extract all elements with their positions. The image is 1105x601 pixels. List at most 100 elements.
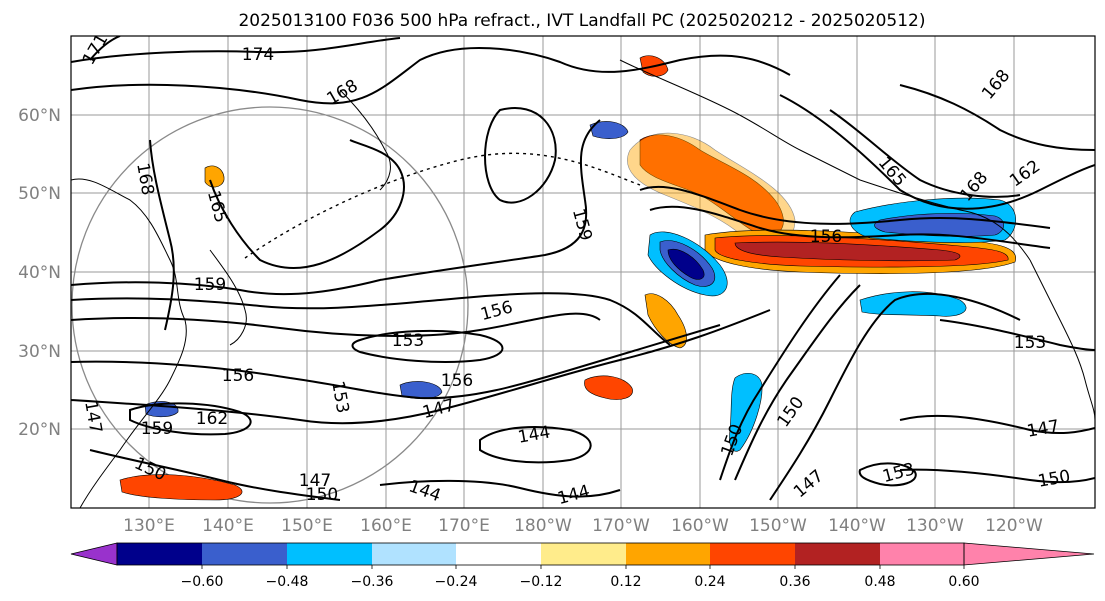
lat-label: 40°N bbox=[18, 263, 61, 283]
contour-label: 156 bbox=[441, 371, 473, 391]
contour-label: 147 bbox=[299, 471, 331, 491]
orange-band-north bbox=[639, 134, 784, 237]
lon-label: 160°W bbox=[671, 516, 729, 536]
coastlines bbox=[71, 59, 1095, 508]
contour-147 bbox=[71, 309, 771, 425]
lon-label: 170°E bbox=[438, 516, 490, 536]
cb-tick-label: 0.12 bbox=[610, 574, 641, 590]
coastline-alaska bbox=[619, 59, 1031, 261]
colorbar-bin bbox=[117, 543, 202, 565]
contour-label: 156 bbox=[810, 227, 842, 247]
contour-162-ne bbox=[779, 94, 1095, 210]
colorbar-bin bbox=[456, 543, 541, 565]
contour-156-b bbox=[71, 324, 721, 400]
colorbar-bin bbox=[287, 543, 372, 565]
contour-159-b bbox=[71, 292, 671, 346]
coastline-japan bbox=[209, 249, 247, 346]
colorbar-frame bbox=[116, 542, 965, 566]
contour-153-east bbox=[939, 319, 1095, 351]
contour-150-diag bbox=[719, 274, 841, 481]
cb-tick-label: 0.48 bbox=[864, 574, 895, 590]
cb-tick-label: −0.60 bbox=[181, 574, 224, 590]
colorbar-bin bbox=[880, 543, 964, 565]
colorbar-ticks bbox=[201, 565, 965, 569]
contour-162 bbox=[129, 402, 252, 436]
map-panel: 174 168 168 165 165 159 159 156 153 156 … bbox=[70, 30, 1096, 509]
contour-label: 162 bbox=[196, 409, 228, 429]
lon-label: 160°E bbox=[360, 516, 412, 536]
colorbar-extend-high bbox=[963, 542, 1095, 566]
contour-label: 153 bbox=[392, 331, 424, 351]
colorbar: −0.60 −0.48 −0.36 −0.24 −0.12 0.12 0.24 … bbox=[70, 542, 1095, 590]
contour-nw-loop bbox=[484, 107, 557, 204]
contour-150-east bbox=[899, 468, 1095, 484]
lon-label: 140°E bbox=[202, 516, 254, 536]
lon-label: 120°W bbox=[985, 516, 1043, 536]
lat-label: 50°N bbox=[18, 184, 61, 204]
contour-label: 159 bbox=[141, 419, 173, 439]
cb-tick-label: −0.24 bbox=[435, 574, 478, 590]
contour-label: 150 bbox=[306, 485, 338, 505]
lon-label: 180°W bbox=[514, 516, 572, 536]
orange-diagonal-strip bbox=[644, 293, 687, 349]
colorbar-bin bbox=[202, 543, 287, 565]
contour-168-ne bbox=[899, 84, 1095, 151]
colorbar-bin bbox=[541, 543, 626, 565]
lon-label: 130°E bbox=[123, 516, 175, 536]
contour-label: 156 bbox=[222, 366, 254, 386]
coastline-asia bbox=[71, 178, 187, 508]
orange-central-blob bbox=[584, 375, 633, 400]
contour-171 bbox=[89, 36, 121, 61]
figure-title: 2025013100 F036 500 hPa refract., IVT La… bbox=[238, 11, 925, 31]
colorbar-bin bbox=[795, 543, 880, 565]
contour-156-a bbox=[71, 312, 601, 337]
contour-150-sw bbox=[89, 449, 341, 501]
contour-168-north bbox=[71, 47, 791, 105]
orange-southwest-blob bbox=[119, 474, 243, 501]
cb-tick-label: −0.12 bbox=[520, 574, 563, 590]
contour-144-a bbox=[479, 426, 592, 464]
latitude-labels: 60°N 50°N 40°N 30°N 20°N bbox=[18, 106, 61, 440]
lon-label: 150°W bbox=[749, 516, 807, 536]
blue-south-swath bbox=[859, 291, 967, 317]
height-contours bbox=[71, 36, 1095, 501]
contour-159-jet bbox=[639, 185, 1051, 229]
lat-label: 60°N bbox=[18, 106, 61, 126]
zonal-jet-core bbox=[734, 241, 961, 262]
blue-northcentral bbox=[589, 121, 629, 139]
contour-156-east bbox=[858, 462, 917, 487]
contour-174 bbox=[71, 37, 401, 63]
colorbar-extend-low bbox=[70, 542, 118, 566]
contour-144-b bbox=[379, 479, 621, 498]
cb-tick-label: 0.36 bbox=[779, 574, 810, 590]
contour-label: 174 bbox=[242, 45, 274, 65]
cb-tick-label: 0.60 bbox=[948, 574, 979, 590]
lon-label: 170°W bbox=[592, 516, 650, 536]
contour-156-jet bbox=[649, 205, 1051, 249]
contour-165-ne bbox=[829, 109, 1021, 198]
lat-label: 30°N bbox=[18, 342, 61, 362]
contour-165 bbox=[209, 139, 405, 269]
cb-tick-label: −0.36 bbox=[351, 574, 394, 590]
contour-159-a bbox=[71, 119, 601, 296]
lon-label: 150°E bbox=[281, 516, 333, 536]
reference-circle bbox=[71, 106, 469, 504]
lat-label: 20°N bbox=[18, 420, 61, 440]
cb-tick-label: 0.24 bbox=[694, 574, 725, 590]
colorbar-bin bbox=[710, 543, 795, 565]
coastline-kamchatka bbox=[339, 89, 391, 191]
lon-label: 130°W bbox=[906, 516, 964, 536]
colorbar-bin bbox=[372, 543, 456, 565]
cb-tick-label: −0.48 bbox=[266, 574, 309, 590]
longitude-labels: 130°E 140°E 150°E 160°E 170°E 180°W 170°… bbox=[123, 516, 1043, 536]
contour-147-east bbox=[899, 414, 1095, 435]
contour-153-diag bbox=[734, 284, 861, 481]
contour-label: 153 bbox=[1014, 333, 1046, 353]
colorbar-tick-labels: −0.60 −0.48 −0.36 −0.24 −0.12 0.12 0.24 … bbox=[181, 574, 980, 590]
colorbar-bin bbox=[626, 543, 710, 565]
contour-147-diag bbox=[769, 292, 1021, 501]
blue-trough-core bbox=[667, 248, 705, 280]
map-frame bbox=[70, 35, 1096, 509]
lon-label: 140°W bbox=[828, 516, 886, 536]
